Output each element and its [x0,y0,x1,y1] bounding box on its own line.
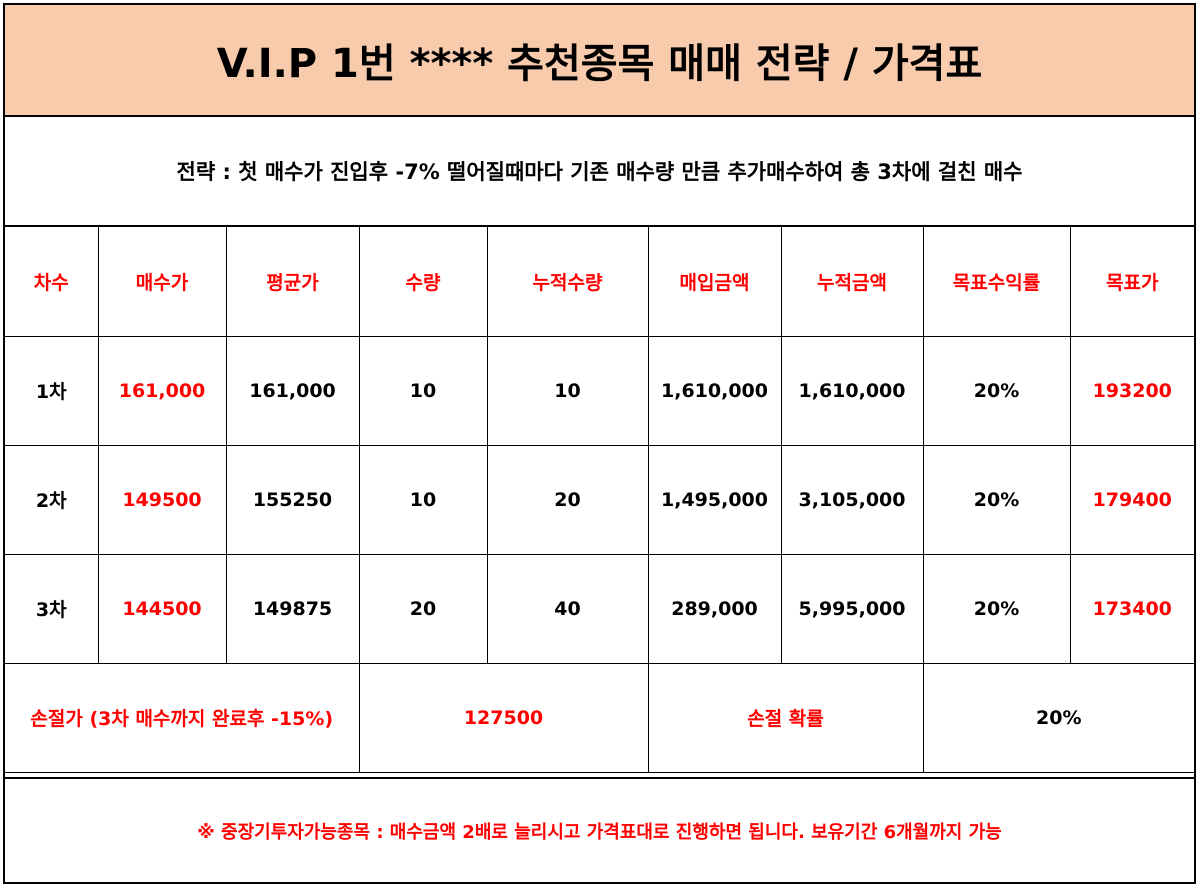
target-return-cell: 20% [922,335,1071,446]
quantity-cell: 10 [358,444,488,555]
target-return-cell: 20% [922,444,1071,555]
target-price-cell: 179400 [1069,444,1194,555]
target-return-cell: 20% [922,553,1071,664]
price-sheet: V.I.P 1번 **** 추천종목 매매 전략 / 가격표 전략 : 첫 매수… [3,3,1196,884]
stoploss-probability-value: 20% [922,662,1194,773]
cum-quantity-cell: 40 [486,553,649,664]
price-table: 차수 매수가 평균가 수량 누적수량 매입금액 누적금액 목표수익률 목표가 1… [5,227,1194,773]
cum-amount-cell: 3,105,000 [780,444,924,555]
stoploss-label: 손절가 (3차 매수까지 완료후 -15%) [5,662,360,773]
purchase-amount-cell: 1,495,000 [647,444,782,555]
purchase-amount-cell: 289,000 [647,553,782,664]
cum-quantity-cell: 10 [486,335,649,446]
quantity-cell: 10 [358,335,488,446]
header-cell-purchase-amount: 매입금액 [647,227,782,337]
buy-price-cell: 161,000 [97,335,227,446]
header-row: 차수 매수가 평균가 수량 누적수량 매입금액 누적금액 목표수익률 목표가 [5,227,1194,337]
header-cell-round: 차수 [5,227,99,337]
page-title: V.I.P 1번 **** 추천종목 매매 전략 / 가격표 [5,5,1194,117]
header-cell-quantity: 수량 [358,227,488,337]
quantity-cell: 20 [358,553,488,664]
stoploss-row: 손절가 (3차 매수까지 완료후 -15%) 127500 손절 확률 20% [5,662,1194,773]
purchase-amount-cell: 1,610,000 [647,335,782,446]
footer-note: ※ 중장기투자가능종목 : 매수금액 2배로 늘리시고 가격표대로 진행하면 됩… [5,777,1194,882]
cum-amount-cell: 1,610,000 [780,335,924,446]
header-cell-cum-quantity: 누적수량 [486,227,649,337]
table-row: 1차 161,000 161,000 10 10 1,610,000 1,610… [5,335,1194,446]
target-price-cell: 193200 [1069,335,1194,446]
target-price-cell: 173400 [1069,553,1194,664]
avg-price-cell: 149875 [225,553,360,664]
cum-amount-cell: 5,995,000 [780,553,924,664]
buy-price-cell: 144500 [97,553,227,664]
strategy-text: 전략 : 첫 매수가 진입후 -7% 떨어질때마다 기존 매수량 만큼 추가매수… [5,117,1194,227]
header-cell-target-price: 목표가 [1069,227,1194,337]
header-cell-target-return: 목표수익률 [922,227,1071,337]
stoploss-price: 127500 [358,662,649,773]
avg-price-cell: 161,000 [225,335,360,446]
buy-price-cell: 149500 [97,444,227,555]
round-cell: 3차 [5,553,99,664]
table-row: 3차 144500 149875 20 40 289,000 5,995,000… [5,553,1194,664]
header-cell-cum-amount: 누적금액 [780,227,924,337]
table-row: 2차 149500 155250 10 20 1,495,000 3,105,0… [5,444,1194,555]
round-cell: 1차 [5,335,99,446]
avg-price-cell: 155250 [225,444,360,555]
header-cell-avg-price: 평균가 [225,227,360,337]
round-cell: 2차 [5,444,99,555]
header-cell-buy-price: 매수가 [97,227,227,337]
stoploss-probability-label: 손절 확률 [647,662,924,773]
cum-quantity-cell: 20 [486,444,649,555]
